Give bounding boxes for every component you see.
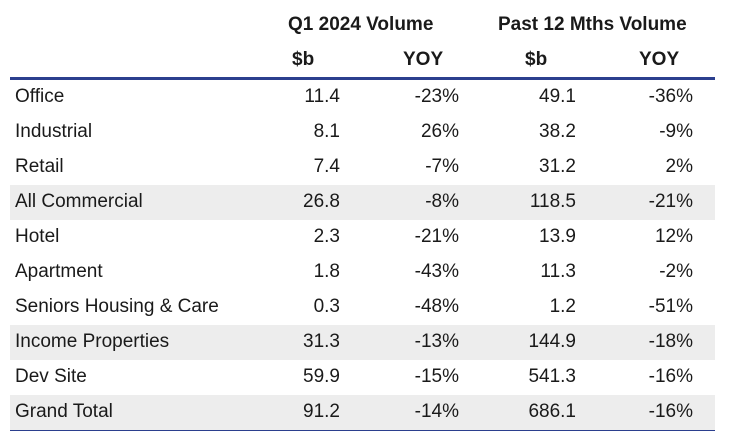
cell-q1-yoy: -23%: [414, 86, 459, 107]
volume-table: Q1 2024 Volume Past 12 Mths Volume $b YO…: [10, 8, 715, 431]
cell-p12-yoy: -21%: [648, 191, 693, 212]
cell-q1-value: 26.8: [303, 191, 340, 212]
group-header-q1: Q1 2024 Volume: [288, 14, 434, 35]
cell-q1-value: 8.1: [313, 121, 340, 142]
cell-p12-value: 541.3: [528, 366, 576, 387]
cell-q1-value: 7.4: [313, 156, 340, 177]
cell-p12-value: 1.2: [549, 296, 576, 317]
cell-q1-yoy: -15%: [414, 366, 459, 387]
cell-q1-yoy: -21%: [414, 226, 459, 247]
cell-q1-yoy: -43%: [414, 261, 459, 282]
table-row: Retail 7.4 -7% 31.2 2%: [10, 150, 715, 185]
cell-q1-value: 2.3: [313, 226, 340, 247]
row-label: Income Properties: [15, 331, 170, 352]
cell-q1-value: 11.4: [304, 86, 340, 107]
cell-q1-value: 0.3: [313, 296, 340, 317]
header-divider: [10, 77, 715, 80]
row-label: Seniors Housing & Care: [15, 296, 219, 317]
cell-p12-yoy: 12%: [654, 226, 693, 247]
table-row: Hotel 2.3 -21% 13.9 12%: [10, 220, 715, 255]
table-row: All Commercial 26.8 -8% 118.5 -21%: [10, 185, 715, 220]
column-header-q1-value: $b: [292, 49, 315, 70]
cell-p12-yoy: -18%: [648, 331, 693, 352]
cell-p12-value: 13.9: [539, 226, 576, 247]
table-row: Income Properties 31.3 -13% 144.9 -18%: [10, 325, 715, 360]
group-header-row: Q1 2024 Volume Past 12 Mths Volume: [10, 8, 715, 42]
cell-q1-yoy: -14%: [414, 401, 459, 422]
cell-q1-value: 59.9: [303, 366, 340, 387]
cell-q1-yoy: -7%: [425, 156, 459, 177]
cell-q1-yoy: -48%: [414, 296, 459, 317]
table-row: Dev Site 59.9 -15% 541.3 -16%: [10, 360, 715, 395]
cell-p12-yoy: 2%: [665, 156, 693, 177]
column-header-p12-yoy: YOY: [639, 49, 680, 70]
cell-p12-yoy: -51%: [648, 296, 693, 317]
column-header-row: $b YOY $b YOY: [10, 42, 715, 78]
row-label: All Commercial: [15, 191, 143, 212]
cell-p12-value: 38.2: [539, 121, 576, 142]
column-header-p12-value: $b: [525, 49, 548, 70]
cell-q1-yoy: 26%: [420, 121, 459, 142]
row-label: Hotel: [15, 226, 60, 247]
group-header-past-12-months: Past 12 Mths Volume: [498, 14, 687, 35]
cell-q1-yoy: -8%: [425, 191, 459, 212]
cell-p12-value: 686.1: [528, 401, 576, 422]
cell-p12-value: 31.2: [539, 156, 576, 177]
cell-p12-value: 118.5: [529, 191, 576, 212]
cell-q1-value: 91.2: [303, 401, 340, 422]
row-label: Apartment: [15, 261, 103, 282]
row-label: Industrial: [15, 121, 93, 142]
cell-p12-value: 11.3: [540, 261, 576, 282]
table-body: Office 11.4 -23% 49.1 -36% Industrial 8.1 26% 38…: [10, 80, 715, 431]
table-row: Grand Total 91.2 -14% 686.1 -16%: [10, 395, 715, 430]
cell-p12-yoy: -2%: [659, 261, 693, 282]
cell-q1-value: 31.3: [303, 331, 340, 352]
cell-q1-value: 1.8: [313, 261, 340, 282]
cell-p12-value: 49.1: [539, 86, 576, 107]
table-row: Industrial 8.1 26% 38.2 -9%: [10, 115, 715, 150]
row-label: Office: [15, 86, 65, 107]
table-row: Apartment 1.8 -43% 11.3 -2%: [10, 255, 715, 290]
row-label: Grand Total: [15, 401, 113, 422]
cell-q1-yoy: -13%: [414, 331, 459, 352]
row-label: Dev Site: [15, 366, 87, 387]
row-label: Retail: [15, 156, 64, 177]
cell-p12-yoy: -36%: [648, 86, 693, 107]
column-header-q1-yoy: YOY: [403, 49, 444, 70]
table-row: Office 11.4 -23% 49.1 -36%: [10, 80, 715, 115]
cell-p12-yoy: -16%: [648, 401, 693, 422]
cell-p12-yoy: -9%: [659, 121, 693, 142]
cell-p12-value: 144.9: [528, 331, 576, 352]
table-row: Seniors Housing & Care 0.3 -48% 1.2 -51%: [10, 290, 715, 325]
cell-p12-yoy: -16%: [648, 366, 693, 387]
